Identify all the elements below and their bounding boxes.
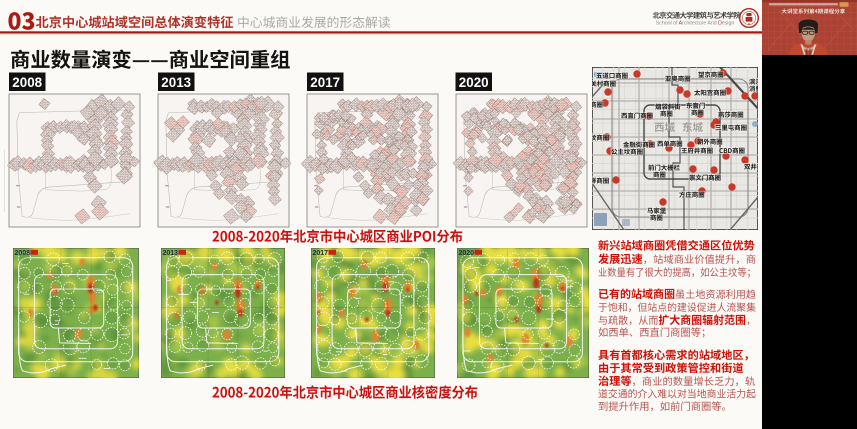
svg-text:2020: 2020 <box>459 75 489 90</box>
svg-text:2020: 2020 <box>459 250 475 257</box>
svg-text:2013: 2013 <box>161 75 191 90</box>
svg-text:2008: 2008 <box>12 75 42 90</box>
svg-text:2008: 2008 <box>15 250 31 257</box>
svg-text:School of Architecture And Des: School of Architecture And Design <box>656 21 735 27</box>
svg-text:2013: 2013 <box>163 250 179 257</box>
svg-text:2017: 2017 <box>313 250 329 257</box>
svg-text:2017: 2017 <box>310 75 340 90</box>
